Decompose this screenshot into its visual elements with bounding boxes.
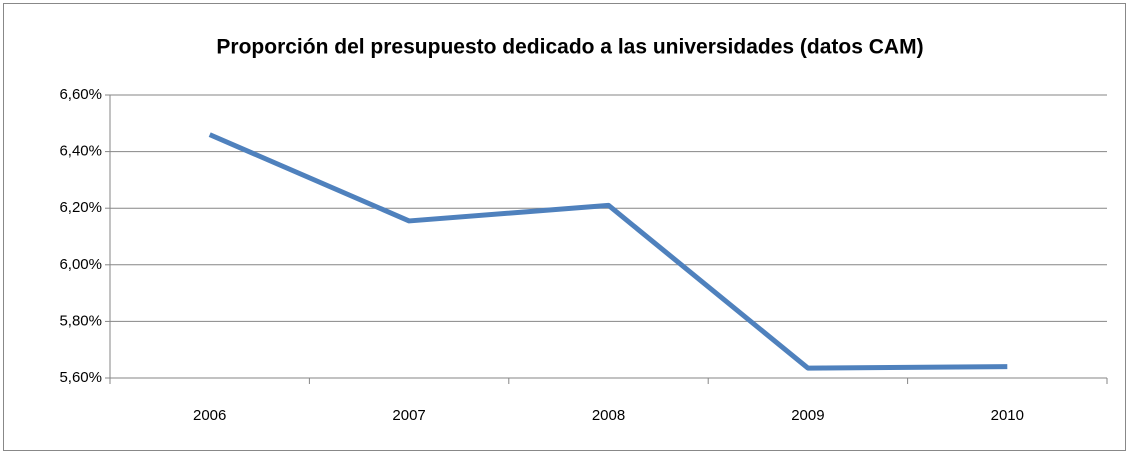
y-tick-label: 6,00%	[59, 256, 102, 273]
x-tick-label: 2009	[791, 407, 824, 424]
y-tick-label: 5,60%	[59, 369, 102, 386]
data-line	[208, 132, 1008, 371]
chart-title: Proporción del presupuesto dedicado a la…	[216, 36, 923, 59]
y-tick-label: 6,20%	[59, 199, 102, 216]
x-tick-label: 2008	[592, 407, 625, 424]
x-tick-label: 2007	[392, 407, 425, 424]
y-tick-label: 6,40%	[59, 143, 102, 160]
y-tick-label: 5,80%	[59, 312, 102, 329]
x-tick-label: 2010	[991, 407, 1024, 424]
y-tick-label: 6,60%	[59, 86, 102, 103]
chart-border	[3, 3, 1126, 451]
x-tick-label: 2006	[193, 407, 226, 424]
